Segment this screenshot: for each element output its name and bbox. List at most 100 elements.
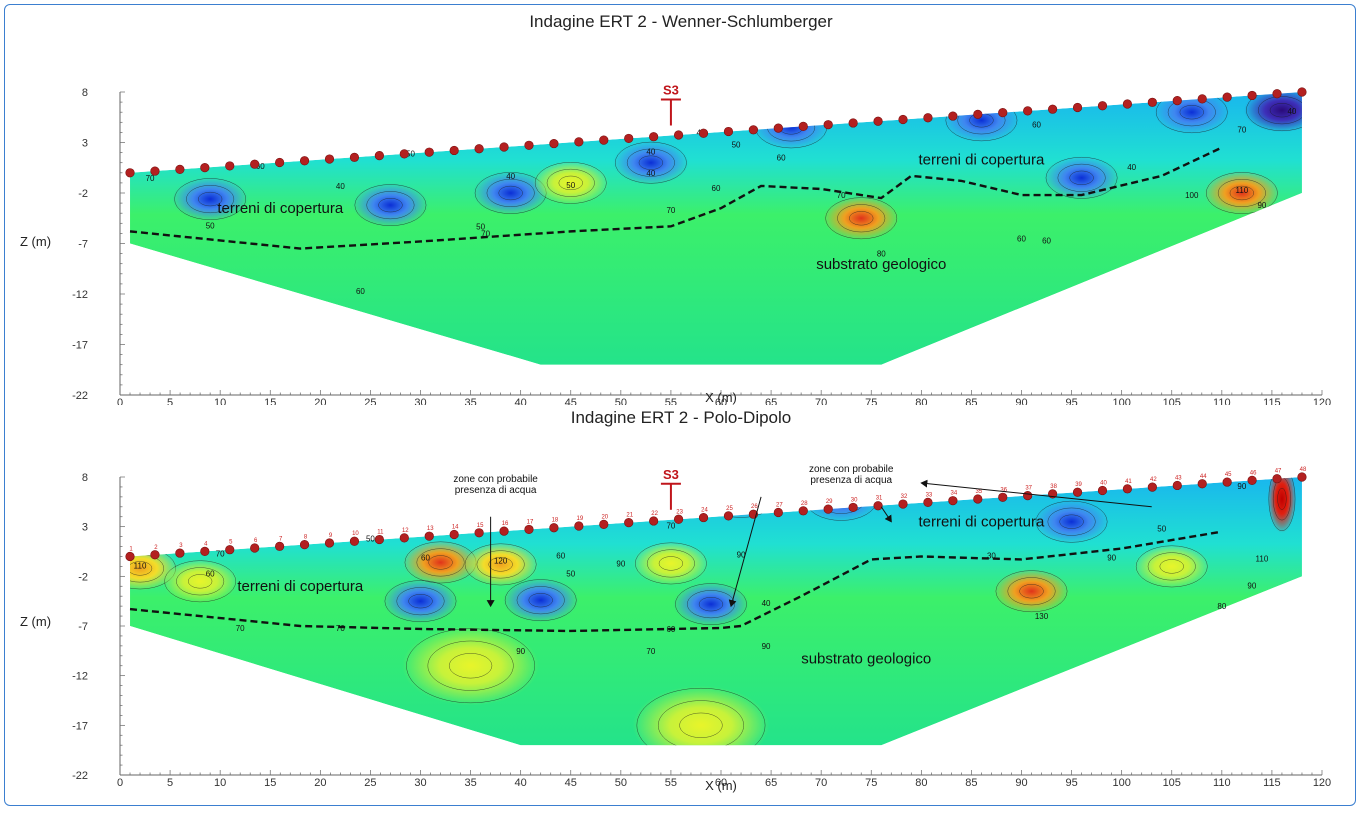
contour-line — [638, 155, 664, 170]
contour-line — [1045, 156, 1118, 199]
electrode-marker — [399, 149, 409, 159]
x-tick-label: 50 — [615, 777, 627, 789]
electrode-number: 40 — [1100, 481, 1107, 487]
contour-line — [504, 579, 577, 622]
electrode-number: 37 — [1025, 486, 1032, 492]
x-tick-label: 75 — [865, 777, 877, 789]
section-annotation: terreni di copertura — [918, 514, 1045, 531]
cover-bedrock-interface — [129, 530, 1223, 633]
x-tick-label: 80 — [915, 777, 927, 789]
section-annotation: terreni di copertura — [217, 200, 344, 217]
contour-label: 110 — [1235, 186, 1248, 195]
electrode-number: 11 — [377, 530, 384, 536]
contour-label: 90 — [516, 647, 525, 656]
electrode-marker — [1122, 484, 1133, 494]
electrode-marker — [624, 133, 634, 144]
section-annotation: substrato geologico — [801, 651, 931, 668]
electrode-marker — [1247, 475, 1257, 485]
x-tick-label: 55 — [665, 397, 677, 405]
x-tick-label: 90 — [1015, 397, 1027, 405]
x-tick-label: 70 — [815, 397, 827, 405]
electrode-number: 39 — [1075, 482, 1082, 488]
electrode-marker — [1297, 87, 1307, 97]
contour-line — [675, 583, 747, 626]
contour-label: 60 — [712, 184, 721, 193]
electrode-number: 48 — [1300, 467, 1307, 473]
contour-line — [646, 549, 695, 578]
resistivity-anomaly — [172, 177, 249, 222]
electrode-number: 30 — [851, 497, 858, 503]
resistivity-anomaly — [532, 160, 609, 205]
x-tick-label: 105 — [1163, 777, 1181, 789]
contour-line — [1217, 179, 1266, 207]
electrode-number: 1 — [129, 546, 133, 552]
electrode-number: 9 — [329, 533, 333, 539]
x-tick-label: 50 — [615, 397, 627, 405]
cover-bedrock-interface — [129, 146, 1223, 250]
contour-line — [615, 141, 687, 184]
electrode-marker — [150, 550, 160, 560]
contour-line — [427, 640, 514, 691]
x-tick-label: 0 — [117, 397, 123, 405]
x-tick-label: 0 — [117, 777, 123, 789]
contour-label: 90 — [762, 642, 771, 651]
contour-line — [366, 191, 415, 220]
x-tick-label: 70 — [815, 777, 827, 789]
electrode-marker — [1097, 485, 1108, 496]
electrode-number: 25 — [726, 506, 733, 512]
contour-line — [464, 543, 537, 586]
resistivity-anomaly — [402, 626, 539, 706]
electrode-number: 23 — [676, 509, 683, 515]
electrode-marker — [299, 156, 310, 166]
resistivity-anomaly — [703, 477, 780, 519]
electrode-marker — [973, 109, 983, 119]
electrode-marker — [1147, 482, 1157, 492]
contour-line — [1147, 552, 1196, 581]
electrode-number: 18 — [552, 518, 559, 524]
y-tick-label: -12 — [72, 671, 88, 683]
electrode-marker — [1072, 102, 1083, 113]
section-annotation: terreni di copertura — [918, 152, 1045, 169]
contour-line — [384, 580, 457, 623]
contour-line — [658, 556, 684, 571]
electrode-number: 26 — [751, 504, 758, 510]
y-tick-label: -7 — [78, 239, 88, 251]
contour-line — [164, 560, 237, 603]
contour-label: 50 — [566, 181, 575, 190]
y-tick-label: 8 — [82, 87, 88, 99]
electrode-marker — [848, 502, 858, 513]
electrode-number: 4 — [204, 541, 208, 547]
contour-label: 70 — [646, 647, 655, 656]
electrode-number: 47 — [1275, 469, 1282, 475]
y-tick-label: -2 — [78, 571, 88, 583]
electrode-marker — [973, 494, 983, 504]
x-tick-label: 5 — [167, 777, 173, 789]
electrode-marker — [574, 521, 584, 531]
contour-label: 40 — [762, 599, 771, 608]
contour-line — [657, 700, 744, 746]
contour-label: 90 — [1257, 201, 1266, 210]
electrode-marker — [225, 161, 235, 171]
chart-title: Indagine ERT 2 - Polo-Dipolo — [571, 408, 792, 427]
electrode-number: 22 — [651, 511, 658, 517]
x-tick-label: 110 — [1213, 777, 1231, 789]
contour-label: 110 — [134, 561, 147, 570]
x-tick-label: 10 — [214, 777, 226, 789]
electrode-marker — [349, 536, 360, 546]
x-tick-label: 85 — [965, 397, 977, 405]
water-note: zone con probabile — [453, 474, 538, 485]
electrode-number: 43 — [1175, 475, 1182, 481]
resistivity-anomaly — [993, 569, 1070, 614]
electrode-marker — [1272, 474, 1282, 484]
electrode-marker — [1222, 477, 1232, 487]
contour-label: 70 — [336, 624, 345, 633]
resistivity-anomaly — [823, 196, 900, 241]
electrode-marker — [424, 147, 434, 157]
chart-panel-polo-dipolo: Indagine ERT 2 - Polo-Dipolo 0 5 10 15 20 25 30… — [0, 405, 1362, 811]
electrode-marker — [125, 168, 135, 178]
contour-label: 60 — [556, 551, 565, 560]
electrode-marker — [1247, 90, 1257, 101]
contour-line — [1229, 185, 1254, 201]
contour-line — [1205, 172, 1278, 214]
